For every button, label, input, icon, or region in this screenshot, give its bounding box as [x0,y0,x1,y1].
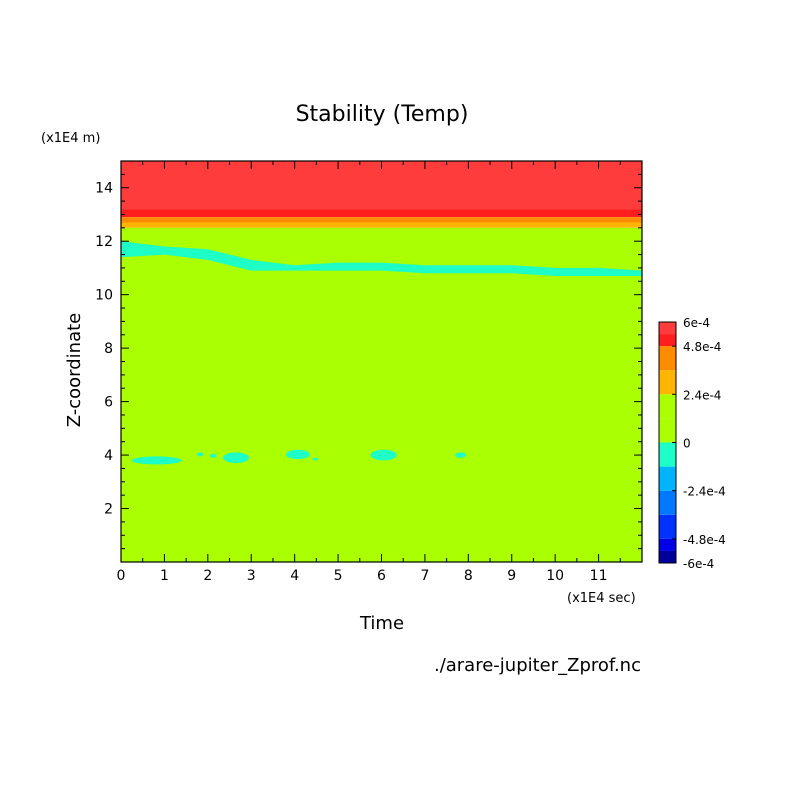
stability-band-2 [121,217,642,223]
negative-stability-patch-4 [285,449,310,460]
y-tick-label: 10 [95,288,113,304]
stability-band-1 [121,209,642,218]
negative-stability-layer-upper [121,241,642,276]
colorbar-level-8 [659,370,676,395]
x-unit-label: (x1E4 sec) [567,591,636,606]
y-tick-label: 12 [95,234,113,250]
stability-band-0 [121,161,642,210]
y-tick-label: 4 [104,448,113,464]
colorbar: 6e-4 4.8e-4 2.4e-4 0 -2.4e-4 -4.8e-4 -6e-4 [658,316,726,571]
negative-stability-patch-6 [370,449,397,461]
source-file-label: ./arare-jupiter_Zprof.nc [434,655,641,676]
negative-stability-patch-1 [196,452,204,457]
x-tick-label: 1 [160,568,169,584]
y-axis-label: Z-coordinate [64,313,85,428]
negative-stability-patch-5 [312,457,319,461]
colorbar-level-11 [659,322,676,335]
colorbar-tick-label: 4.8e-4 [683,340,721,354]
y-tick-label: 8 [104,341,113,357]
colorbar-level-2 [659,514,676,539]
stability-band-3 [121,222,642,228]
x-tick-label: 10 [546,568,564,584]
negative-stability-patch-0 [131,456,182,465]
colorbar-tick-label: -2.4e-4 [683,485,726,499]
y-tick-label: 6 [104,395,113,411]
colorbar-level-3 [659,490,676,515]
colorbar-tick-label: 2.4e-4 [683,388,721,402]
colorbar-tick-label: 6e-4 [683,316,710,330]
x-axis-label: Time [359,613,404,634]
x-tick-label: 7 [420,568,429,584]
chart-title: Stability (Temp) [296,102,469,127]
colorbar-level-0 [659,550,676,563]
x-tick-label: 0 [117,568,126,584]
stability-band-4 [121,227,642,563]
x-tick-label: 3 [247,568,256,584]
y-tick-label: 2 [104,502,113,518]
colorbar-level-10 [659,334,676,347]
x-tick-label: 9 [507,568,516,584]
colorbar-level-4 [659,466,676,491]
negative-stability-patch-3 [223,452,250,464]
colorbar-level-5 [659,442,676,467]
colorbar-tick-label: 0 [683,437,691,451]
x-tick-label: 6 [377,568,386,584]
negative-stability-patch-2 [210,453,217,458]
negative-stability-patch-7 [455,452,467,458]
x-tick-label: 2 [203,568,212,584]
x-tick-label: 5 [334,568,343,584]
y-tick-label: 14 [95,181,113,197]
x-tick-label: 8 [464,568,473,584]
y-unit-label: (x1E4 m) [41,131,100,146]
colorbar-level-9 [659,346,676,371]
colorbar-level-1 [659,538,676,551]
x-tick-label: 11 [590,568,608,584]
colorbar-level-6 [659,418,676,443]
colorbar-tick-label: -4.8e-4 [683,533,726,547]
colorbar-level-7 [659,394,676,419]
x-tick-label: 4 [290,568,299,584]
colorbar-tick-label: -6e-4 [683,557,714,571]
